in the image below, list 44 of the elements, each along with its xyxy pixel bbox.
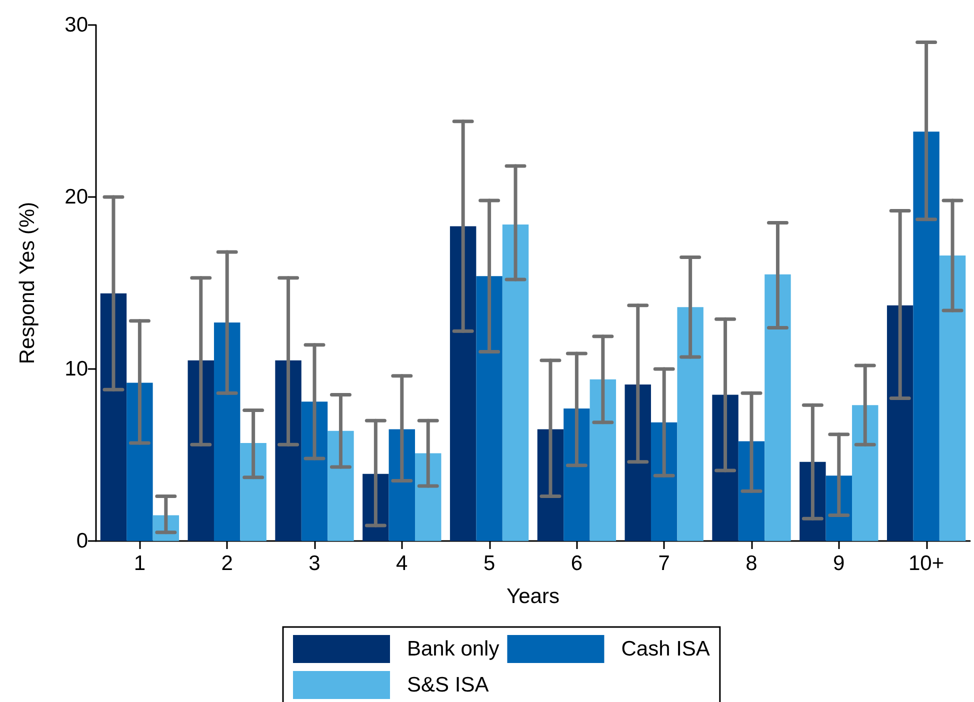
bar: [214, 322, 240, 541]
bar: [624, 384, 651, 541]
bar: [450, 226, 476, 541]
bar: [650, 422, 678, 541]
y-tick-label: 30: [64, 14, 88, 36]
bar: [126, 382, 153, 541]
bar: [502, 224, 529, 541]
x-tick-label: 4: [396, 552, 408, 575]
bar: [415, 453, 442, 541]
bar: [388, 429, 416, 541]
bar: [712, 394, 738, 541]
x-tick-label: 9: [833, 552, 845, 575]
bar: [852, 405, 878, 541]
bar: [677, 307, 704, 541]
x-tick-label: 3: [308, 552, 320, 575]
x-tick-label: 6: [570, 552, 583, 575]
x-axis-title: Years: [506, 585, 560, 608]
x-tick-label: 2: [221, 552, 233, 575]
bar: [913, 132, 940, 541]
y-tick-label: 0: [76, 530, 88, 552]
legend-label: S&S ISA: [407, 674, 489, 696]
x-tick-label: 7: [658, 552, 670, 575]
bar: [328, 430, 354, 541]
bar: [275, 360, 302, 541]
y-tick-label: 10: [64, 358, 88, 380]
x-tick-label: 5: [483, 552, 496, 575]
x-tick-label: 8: [746, 552, 758, 575]
bar: [188, 360, 214, 541]
bar: [764, 274, 791, 541]
x-tick-label: 1: [134, 552, 146, 575]
y-axis-title: Respond Yes (%): [16, 202, 39, 364]
bar: [100, 293, 127, 541]
x-tick-label: 10+: [908, 552, 944, 575]
bar: [301, 402, 328, 541]
bar: [240, 442, 266, 541]
bar: [476, 276, 502, 541]
y-tick-label: 20: [64, 186, 88, 208]
legend-label: Bank only: [407, 638, 500, 660]
bar: [939, 255, 966, 541]
bar: [564, 408, 590, 541]
bar: [590, 379, 616, 541]
legend-label: Cash ISA: [621, 638, 710, 660]
bar: [738, 441, 765, 541]
bar: [886, 305, 914, 541]
